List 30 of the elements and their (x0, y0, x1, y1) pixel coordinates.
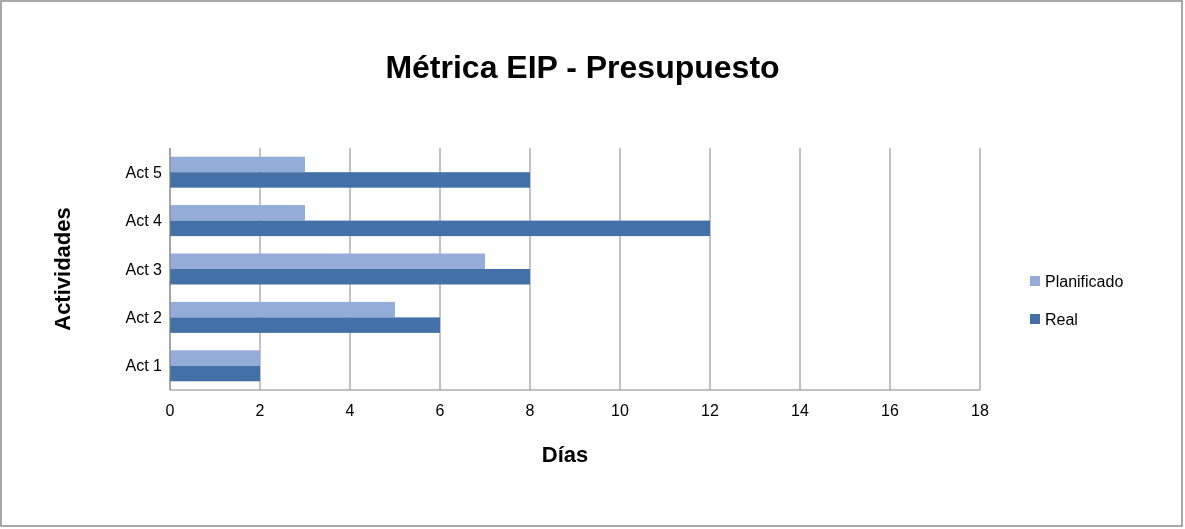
x-tick-label: 16 (881, 402, 899, 419)
y-tick-label: Act 5 (125, 163, 163, 181)
bar (170, 350, 260, 366)
x-tick-label: 14 (791, 402, 809, 419)
x-tick-label: 4 (345, 402, 355, 419)
x-axis-title: Días (541, 442, 589, 467)
y-tick-label: Act 4 (125, 212, 163, 230)
x-tick-label: 8 (525, 402, 535, 419)
legend-label: Real (1045, 310, 1078, 328)
x-tick-label: 0 (165, 402, 175, 419)
bar (170, 172, 530, 188)
bar (170, 317, 440, 333)
x-tick-label: 10 (611, 402, 629, 419)
x-tick-label: 6 (435, 402, 445, 419)
legend-label: Planificado (1045, 272, 1124, 290)
y-tick-label: Act 1 (125, 357, 163, 375)
x-tick-label: 18 (971, 402, 989, 419)
bar (170, 205, 305, 221)
bar (170, 301, 395, 318)
x-tick-label: 2 (255, 402, 265, 419)
x-tick-label: 12 (701, 402, 719, 419)
y-tick-label: Act 2 (125, 309, 163, 326)
bar (170, 269, 530, 285)
bar (170, 253, 485, 269)
y-axis-title: Actividades (50, 207, 75, 331)
bar (170, 156, 305, 173)
y-tick-label: Act 3 (125, 260, 163, 278)
chart-title: Métrica EIP - Presupuesto (385, 49, 780, 85)
bar (170, 365, 260, 382)
bar (170, 220, 710, 237)
